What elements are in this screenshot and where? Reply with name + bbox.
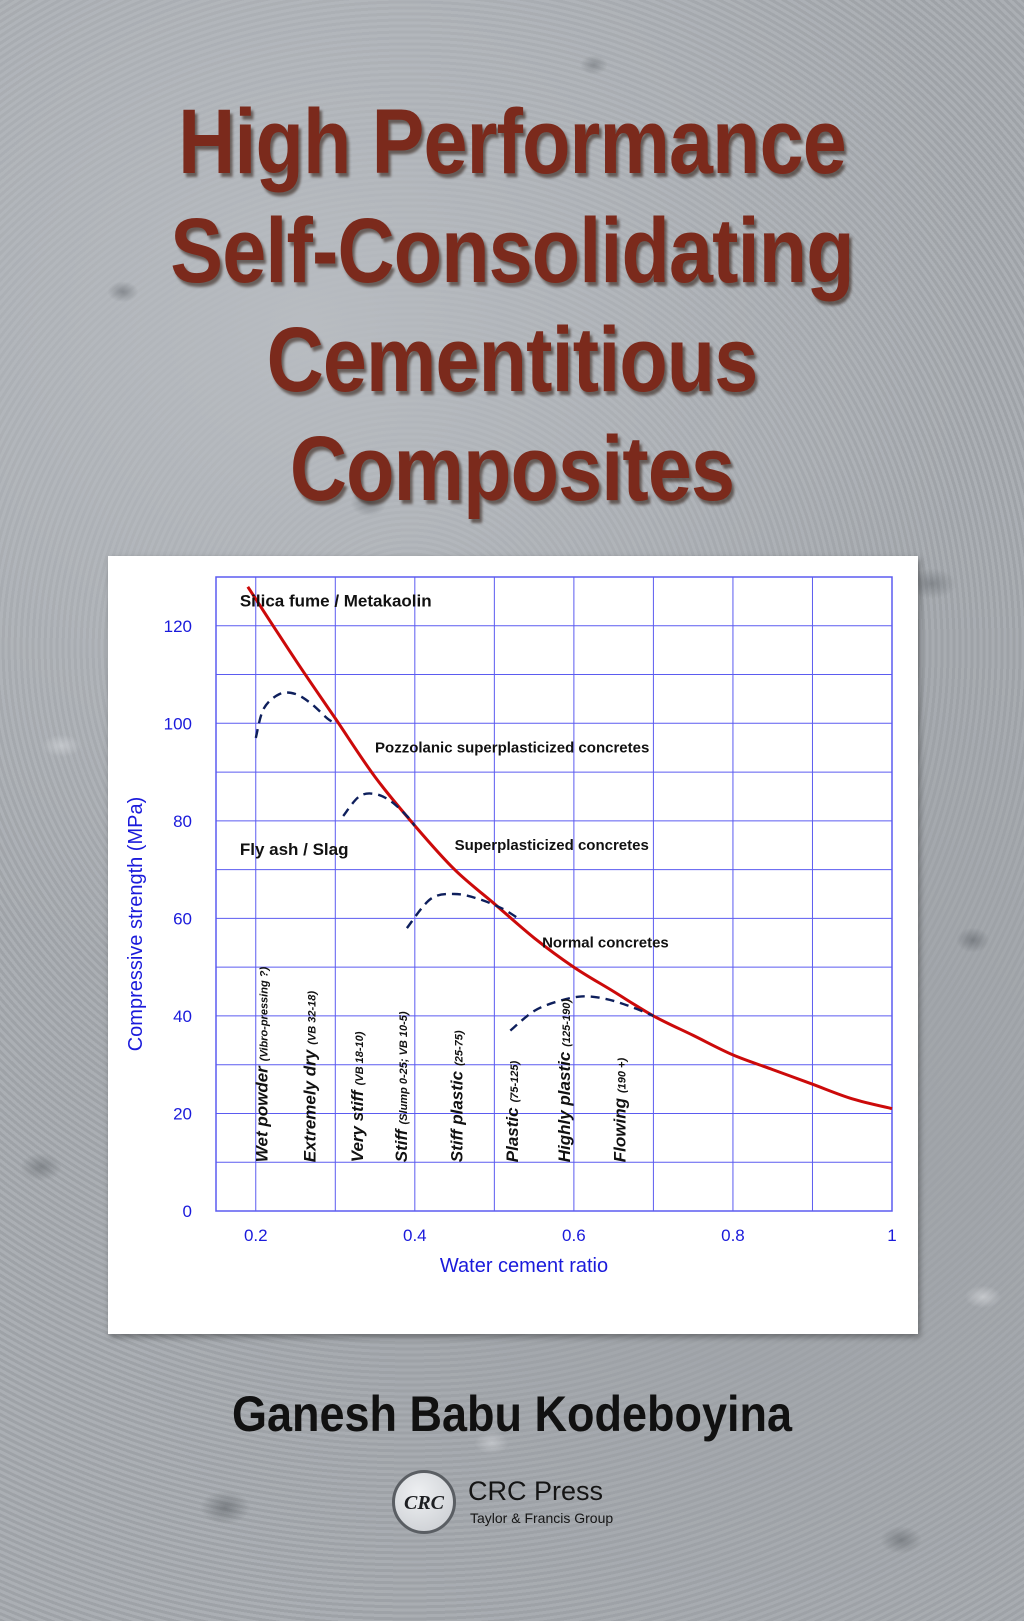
dashed-curve-2 <box>342 792 416 827</box>
x-tick-label: 0.2 <box>244 1226 268 1245</box>
book-title: High Performance Self-Consolidating Ceme… <box>0 88 1024 524</box>
x-tick-label: 0.4 <box>403 1226 427 1245</box>
workability-label: Very stiff (VB 18-10) <box>348 1031 367 1162</box>
title-line-3: Cementitious <box>266 309 759 411</box>
chart-annotation: Fly ash / Slag <box>240 840 349 859</box>
chart-card: 0.2 0.4 0.6 0.8 1 0 20 40 60 80 100 120 Water cement… <box>108 556 918 1334</box>
dashed-curve-3 <box>405 892 519 929</box>
publisher-subtitle: Taylor & Francis Group <box>470 1510 614 1526</box>
workability-label: Plastic (75-125) <box>503 1061 522 1163</box>
workability-main: Very stiff <box>348 1088 367 1162</box>
title-line-4: Composites <box>289 418 735 520</box>
workability-label: Stiff (Slump 0-25; VB 10-5) <box>392 1011 411 1162</box>
workability-main: Stiff <box>392 1127 411 1162</box>
workability-detail: (125-190) <box>561 999 573 1047</box>
workability-main: Flowing <box>611 1097 630 1162</box>
crc-logo-icon: CRC <box>392 1470 456 1534</box>
workability-label: Flowing (190 +) <box>611 1058 630 1163</box>
workability-detail: (VB 18-10) <box>354 1031 366 1085</box>
workability-detail: (VB 32-18) <box>306 991 318 1045</box>
workability-detail: (25-75) <box>454 1030 466 1066</box>
workability-label: Stiff plastic (25-75) <box>448 1030 467 1162</box>
x-axis-label: Water cement ratio <box>440 1255 608 1277</box>
strength-curve <box>246 585 893 1111</box>
workability-detail: (Vibro-pressing ?) <box>259 967 271 1062</box>
publisher-block: CRC CRC Press Taylor & Francis Group <box>392 1470 652 1540</box>
y-tick-label: 60 <box>173 909 192 928</box>
plot-frame <box>215 576 893 1212</box>
chart-annotation: Normal concretes <box>542 935 669 952</box>
chart-annotation: Superplasticized concretes <box>455 837 649 854</box>
workability-label: Extremely dry (VB 32-18) <box>300 991 319 1163</box>
x-tick-label: 1 <box>887 1226 896 1245</box>
y-tick-label: 100 <box>164 714 192 733</box>
workability-detail: (190 +) <box>617 1058 629 1093</box>
workability-label: Wet powder (Vibro-pressing ?) <box>253 967 272 1163</box>
dashed-curve-4 <box>509 995 654 1032</box>
y-tick-label: 0 <box>183 1202 192 1221</box>
y-tick-label: 20 <box>173 1104 192 1123</box>
title-line-1: High Performance <box>178 91 847 193</box>
workability-main: Wet powder <box>253 1065 272 1162</box>
y-tick-label: 120 <box>164 617 192 636</box>
workability-main: Highly plastic <box>555 1051 574 1162</box>
strength-chart: 0.2 0.4 0.6 0.8 1 0 20 40 60 80 100 120 Water cement… <box>125 576 897 1277</box>
crc-logo-text: CRC <box>403 1492 445 1514</box>
chart-annotation: Silica fume / Metakaolin <box>240 591 432 610</box>
workability-main: Stiff plastic <box>448 1070 467 1162</box>
chart-annotation: Pozzolanic superplasticized concretes <box>375 740 649 757</box>
workability-label: Highly plastic (125-190) <box>555 999 574 1163</box>
workability-detail: (Slump 0-25; VB 10-5) <box>398 1011 410 1124</box>
y-tick-label: 80 <box>173 812 192 831</box>
dashed-curve-1 <box>254 691 336 739</box>
y-axis-label: Compressive strength (MPa) <box>125 797 147 1052</box>
workability-main: Plastic <box>503 1107 522 1162</box>
y-tick-label: 40 <box>173 1007 192 1026</box>
x-tick-label: 0.8 <box>721 1226 745 1245</box>
x-tick-label: 0.6 <box>562 1226 586 1245</box>
title-line-2: Self-Consolidating <box>170 200 854 302</box>
workability-main: Extremely dry <box>300 1048 319 1162</box>
workability-detail: (75-125) <box>509 1061 521 1103</box>
publisher-name: CRC Press <box>468 1476 604 1506</box>
author-name: Ganesh Babu Kodeboyina <box>231 1386 793 1442</box>
